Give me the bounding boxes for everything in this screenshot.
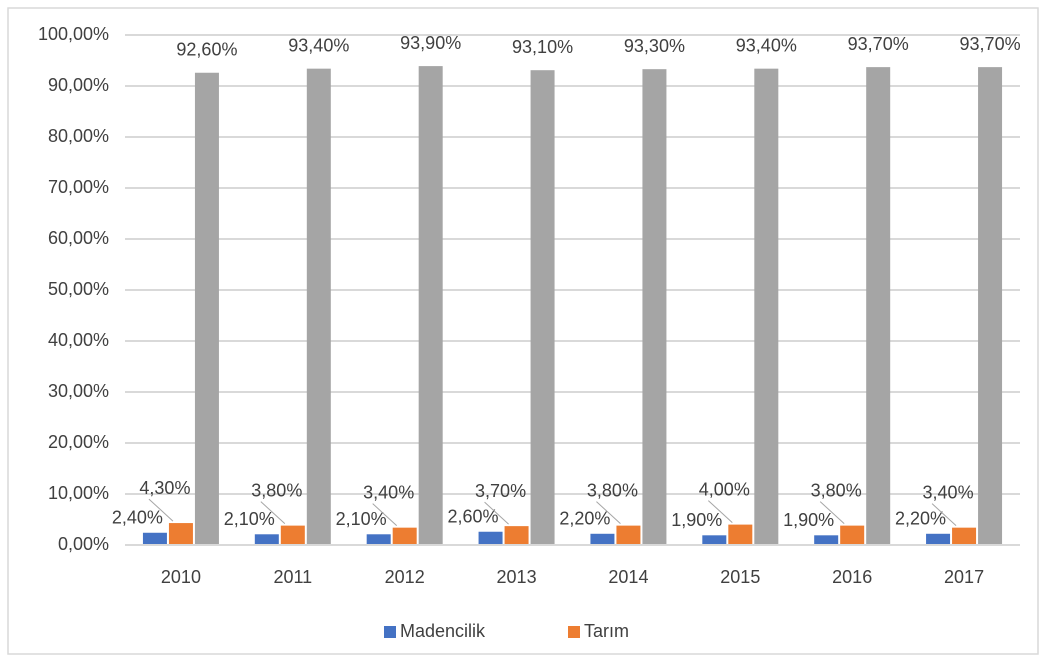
y-tick-label: 100,00%	[38, 24, 109, 44]
data-label: 2,40%	[112, 508, 163, 528]
leader-line	[596, 501, 621, 524]
x-tick-label: 2014	[608, 567, 648, 587]
bar	[194, 72, 219, 546]
x-tick-label: 2010	[161, 567, 201, 587]
data-label: 2,20%	[559, 509, 610, 529]
x-tick-label: 2017	[944, 567, 984, 587]
y-tick-label: 0,00%	[58, 534, 109, 554]
leader-line	[931, 503, 957, 527]
leader-line	[148, 498, 174, 522]
y-tick-label: 80,00%	[48, 126, 109, 146]
bar	[142, 532, 167, 545]
data-label: 3,80%	[587, 480, 638, 500]
legend-label: Madencilik	[400, 621, 486, 641]
data-label: 93,70%	[960, 34, 1021, 54]
bar	[504, 526, 529, 545]
bar	[418, 66, 443, 546]
data-label: 93,10%	[512, 37, 573, 57]
x-tick-label: 2012	[385, 567, 425, 587]
x-tick-label: 2016	[832, 567, 872, 587]
bar	[866, 67, 891, 545]
bar	[952, 527, 977, 545]
data-label: 4,30%	[139, 478, 190, 498]
leader-line	[707, 500, 733, 523]
data-label: 3,40%	[363, 482, 414, 502]
bar	[702, 535, 727, 545]
data-label: 93,40%	[736, 35, 797, 55]
bar	[392, 527, 417, 545]
bar	[530, 70, 555, 545]
data-label: 2,20%	[895, 509, 946, 529]
bar	[926, 533, 951, 545]
bar	[478, 531, 503, 545]
legend-swatch	[568, 626, 580, 638]
bar	[616, 525, 641, 545]
data-label: 3,40%	[923, 482, 974, 502]
x-tick-label: 2013	[497, 567, 537, 587]
y-tick-label: 90,00%	[48, 75, 109, 95]
data-label: 2,10%	[336, 509, 387, 529]
y-tick-label: 20,00%	[48, 432, 109, 452]
bar	[590, 533, 615, 545]
bar	[366, 534, 391, 545]
y-tick-label: 70,00%	[48, 177, 109, 197]
data-label: 93,90%	[400, 33, 461, 53]
y-tick-label: 10,00%	[48, 483, 109, 503]
data-label: 93,40%	[288, 35, 349, 55]
leader-line	[484, 501, 509, 525]
data-label: 2,60%	[448, 506, 499, 526]
bar	[978, 67, 1003, 545]
bar	[254, 534, 279, 545]
legend-label: Tarım	[584, 621, 629, 641]
leader-line	[819, 501, 845, 524]
data-label: 4,00%	[699, 479, 750, 499]
bar	[306, 68, 331, 545]
data-label: 92,60%	[176, 39, 237, 59]
x-tick-label: 2011	[273, 567, 312, 587]
y-tick-label: 60,00%	[48, 228, 109, 248]
y-tick-label: 40,00%	[48, 330, 109, 350]
leader-line	[372, 503, 398, 527]
bar	[754, 68, 779, 545]
x-tick-label: 2015	[720, 567, 760, 587]
data-label: 2,10%	[224, 509, 275, 529]
leader-line	[260, 501, 286, 524]
y-tick-label: 50,00%	[48, 279, 109, 299]
bar	[280, 525, 305, 545]
data-label: 1,90%	[671, 510, 722, 530]
data-label: 3,80%	[251, 480, 302, 500]
bar	[814, 535, 839, 545]
data-label: 3,80%	[811, 480, 862, 500]
data-label: 93,70%	[848, 34, 909, 54]
data-label: 1,90%	[783, 510, 834, 530]
legend-swatch	[384, 626, 396, 638]
bar	[840, 525, 865, 545]
bar	[642, 69, 667, 546]
data-label: 93,30%	[624, 36, 685, 56]
bar	[728, 524, 753, 545]
data-label: 3,70%	[475, 481, 526, 501]
bar	[168, 523, 193, 545]
y-tick-label: 30,00%	[48, 381, 109, 401]
